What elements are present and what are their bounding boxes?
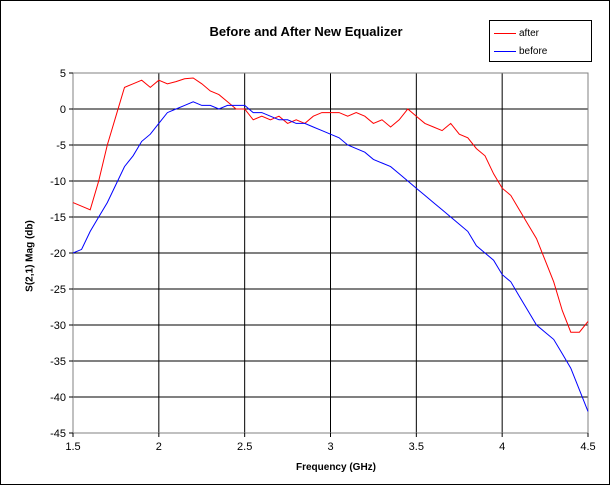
legend-item-after: after [494,26,539,40]
legend: after before [489,20,592,62]
x-tick-label: 2.5 [237,441,252,453]
y-tick-label: -45 [50,428,66,440]
x-tick-label: 4 [499,441,505,453]
tick-layer: 1.5 2 2.5 3 3.5 4 4.5 5 0 -5 -10 -15 -20 -25 -30 -35 -40… [50,68,596,453]
y-tick-label: 0 [60,104,66,116]
y-tick-label: -15 [50,212,66,224]
y-tick-label: -40 [50,392,66,404]
y-tick-label: 5 [60,68,66,80]
y-tick-label: -25 [50,284,66,296]
y-tick-label: -30 [50,320,66,332]
chart-title: Before and After New Equalizer [209,24,403,39]
legend-swatch-after [494,32,516,34]
legend-label-after: after [519,27,540,39]
y-tick-label: -10 [50,176,66,188]
series-line-before [72,101,589,412]
legend-swatch-before [494,50,516,52]
y-tick-label: -5 [56,140,66,152]
x-tick-label: 1.5 [65,441,80,453]
legend-item-before: before [494,44,547,58]
grid-layer [73,73,588,433]
series-layer [72,77,589,412]
series-line-after [72,77,589,333]
y-tick-label: -35 [50,356,66,368]
x-axis-label: Frequency (GHz) [295,462,376,473]
y-tick-label: -20 [50,248,66,260]
x-tick-label: 2 [156,441,162,453]
legend-label-before: before [519,45,548,57]
x-tick-label: 4.5 [580,441,595,453]
x-tick-label: 3 [327,441,333,453]
x-tick-label: 3.5 [409,441,424,453]
